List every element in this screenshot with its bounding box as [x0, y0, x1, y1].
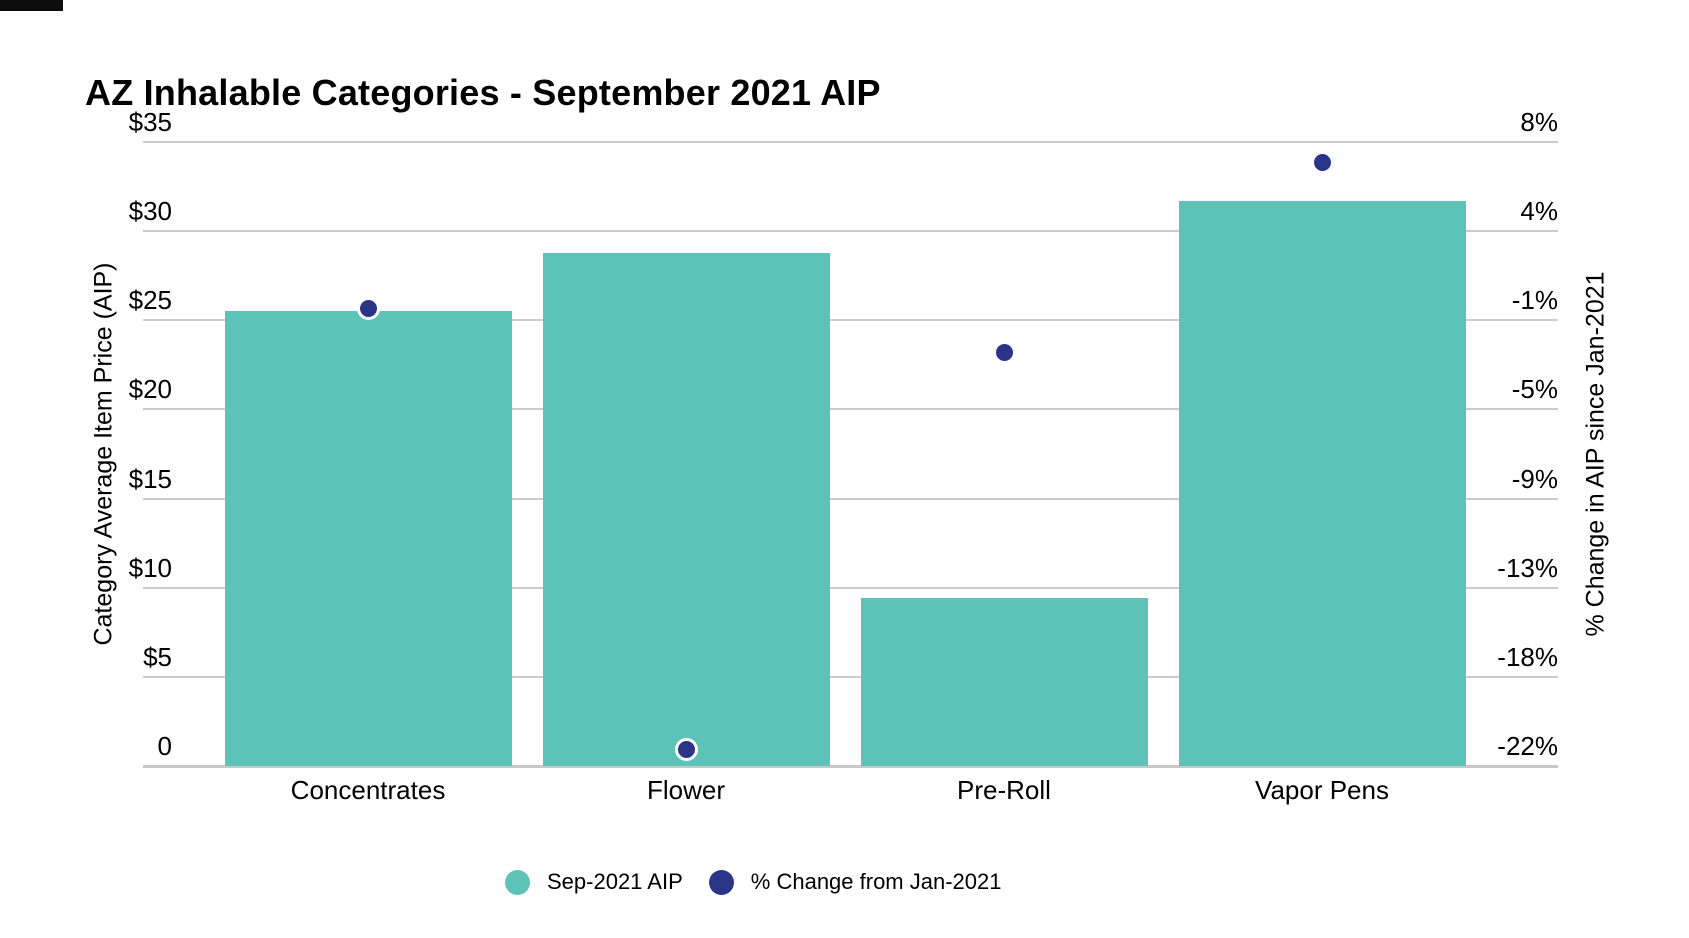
left-axis-tick-0: 0 [157, 731, 172, 761]
left-axis-tick--10: $10 [128, 552, 172, 583]
top-left-artifact [0, 0, 63, 11]
legend-label--change-from-jan-2021: % Change from Jan-2021 [750, 869, 1002, 894]
right-axis-tick-4-: 4% [1520, 196, 1558, 227]
left-axis-tick--25: $25 [128, 285, 172, 316]
left-axis-tick--30: $30 [128, 196, 172, 227]
bar-pre-roll[interactable] [860, 598, 1148, 766]
gridline [143, 319, 1558, 322]
gridline [143, 586, 1558, 589]
category-label-vapor-pens: Vapor Pens [1255, 775, 1389, 805]
bar-concentrates[interactable] [224, 311, 512, 766]
point-flower[interactable] [674, 737, 698, 761]
legend-swatch-sep-2021-aip [505, 869, 530, 895]
gridline [143, 497, 1558, 500]
point-vapor-pens[interactable] [1310, 151, 1334, 175]
gridline [143, 230, 1558, 233]
left-axis-tick--5: $5 [143, 641, 172, 672]
right-axis-tick-8-: 8% [1520, 107, 1558, 137]
right-axis-tick--22-: -22% [1497, 731, 1558, 761]
gridline [143, 141, 1558, 143]
legend: Sep-2021 AIP % Change from Jan-2021 [505, 869, 1001, 895]
x-axis-baseline [143, 765, 1558, 768]
right-axis-tick--9-: -9% [1511, 463, 1558, 494]
right-axis-tick--18-: -18% [1497, 641, 1558, 672]
category-label-flower: Flower [646, 775, 725, 805]
bar-vapor-pens[interactable] [1178, 200, 1466, 766]
right-axis-tick--1-: -1% [1511, 285, 1558, 316]
right-axis-tick--13-: -13% [1497, 552, 1558, 583]
left-axis-tick--15: $15 [128, 463, 172, 494]
left-axis-title: Category Average Item Price (AIP) [89, 262, 118, 646]
right-axis-title: % Change in AIP since Jan-2021 [1581, 271, 1610, 637]
gridline [143, 408, 1558, 411]
category-label-pre-roll: Pre-Roll [957, 775, 1051, 805]
bar-flower[interactable] [542, 252, 830, 766]
left-axis-tick--35: $35 [128, 107, 172, 137]
right-axis-tick--5-: -5% [1511, 374, 1558, 405]
gridline [143, 675, 1558, 678]
category-label-concentrates: Concentrates [290, 775, 446, 805]
left-axis-tick--20: $20 [128, 374, 172, 405]
chart-title: AZ Inhalable Categories - September 2021… [85, 72, 881, 114]
point-concentrates[interactable] [356, 296, 380, 320]
legend-swatch--change-from-jan-2021 [708, 869, 734, 895]
point-pre-roll[interactable] [992, 340, 1016, 364]
legend-label-sep-2021-aip: Sep-2021 AIP [547, 869, 683, 894]
legend-item--change-from-jan-2021[interactable]: % Change from Jan-2021 [708, 869, 1002, 895]
legend-item-sep-2021-aip[interactable]: Sep-2021 AIP [505, 869, 683, 895]
